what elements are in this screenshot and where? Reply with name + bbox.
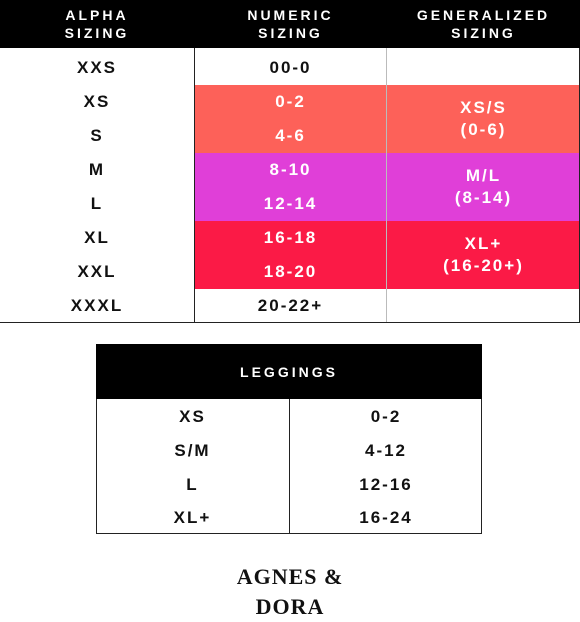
header-alpha-sizing: ALPHA SIZING — [64, 7, 130, 41]
numeric-cell: 0-2 — [275, 92, 306, 111]
generalized-cell-xl-plus: XL+ (16-20+) — [443, 234, 524, 275]
leggings-alpha-cell: S/M — [174, 441, 211, 460]
leggings-numeric-cell: 0-2 — [370, 407, 402, 426]
leggings-numeric-cell: 16-24 — [359, 508, 413, 527]
alpha-cell: XXS — [76, 58, 118, 77]
header-generalized-sizing: GENERALIZED SIZING — [416, 7, 551, 41]
size-chart-table: ALPHA SIZING NUMERIC SIZING GENERALIZED … — [0, 0, 580, 323]
numeric-cell: 00-0 — [269, 58, 312, 77]
divider — [386, 48, 387, 323]
numeric-cell: 8-10 — [269, 160, 312, 179]
header-bar — [0, 0, 580, 48]
group-xl-plus-block — [194, 221, 580, 289]
brand-logo-text: AGNES & DORA — [236, 564, 344, 619]
generalized-cell-xs-s: XS/S (0-6) — [460, 98, 507, 139]
header-numeric-sizing: NUMERIC SIZING — [247, 7, 334, 41]
divider — [289, 399, 290, 534]
numeric-cell: 4-6 — [275, 126, 306, 145]
alpha-cell: XS — [83, 92, 111, 111]
brand-logo: AGNES & DORA — [200, 562, 380, 619]
alpha-cell: L — [90, 194, 104, 213]
numeric-cell: 20-22+ — [257, 296, 324, 315]
divider — [0, 322, 580, 323]
leggings-alpha-cell: XS — [179, 407, 206, 426]
leggings-numeric-cell: 4-12 — [364, 441, 408, 460]
alpha-cell: XXXL — [70, 296, 124, 315]
numeric-cell: 18-20 — [263, 262, 318, 281]
alpha-cell: XL — [84, 228, 110, 247]
divider — [194, 48, 195, 323]
alpha-cell: S — [90, 126, 104, 145]
leggings-header-bar — [96, 344, 482, 399]
numeric-cell: 12-14 — [263, 194, 318, 213]
leggings-numeric-cell: 12-16 — [359, 475, 413, 494]
leggings-alpha-cell: L — [186, 475, 199, 494]
leggings-table: LEGGINGS XS S/M L XL+ 0-2 4-12 12-16 16-… — [96, 344, 482, 534]
group-m-l-block — [194, 153, 580, 221]
generalized-cell-m-l: M/L (8-14) — [454, 166, 513, 207]
alpha-cell: M — [88, 160, 106, 179]
leggings-alpha-cell: XL+ — [173, 508, 212, 527]
group-xs-s-block — [194, 85, 580, 153]
leggings-header: LEGGINGS — [240, 363, 338, 380]
numeric-cell: 16-18 — [263, 228, 318, 247]
alpha-cell: XXL — [77, 262, 117, 281]
